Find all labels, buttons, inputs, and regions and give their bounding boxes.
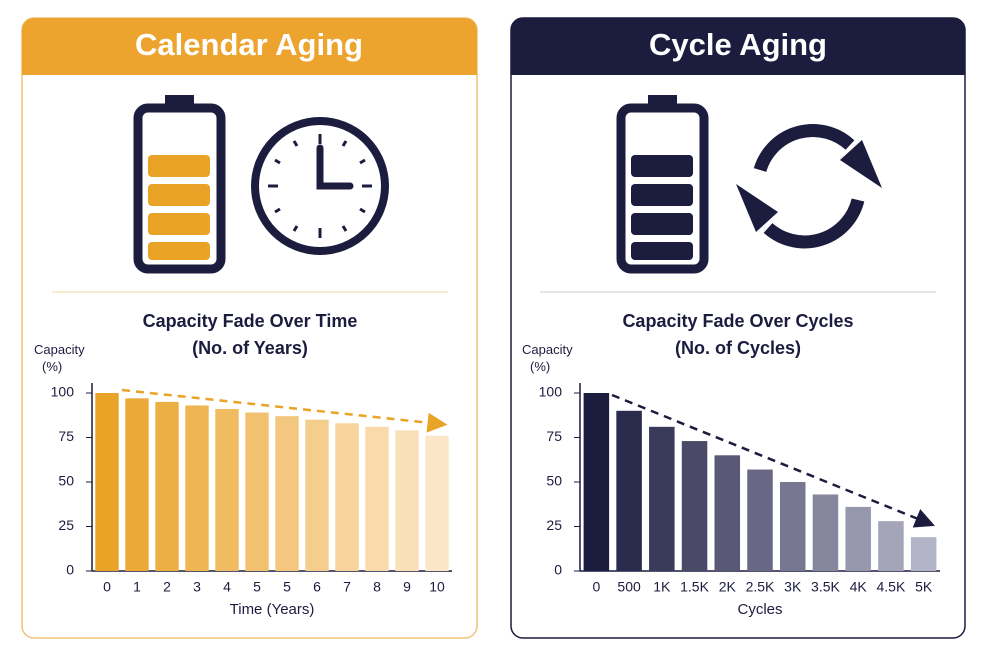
x-tick-label: 0 [103,579,111,595]
bar [305,419,329,571]
y-tick-label: 100 [539,384,563,400]
y-tick-label: 0 [554,562,562,578]
bar [878,521,904,571]
bar [215,409,239,571]
bar [616,410,642,571]
battery-icon [133,95,226,274]
x-tick-label: 8 [373,579,381,595]
chart-subtitle: (No. of Cycles) [675,338,801,358]
bar [185,405,209,571]
y-tick-label: 75 [58,428,74,444]
x-tick-label: 3 [193,579,201,595]
bar [275,416,299,571]
x-tick-label: 4 [223,579,231,595]
bar [583,393,610,571]
bar [335,423,359,571]
x-tick-label: 500 [617,579,641,595]
x-tick-label: 4.5K [877,579,906,595]
bar [812,494,839,571]
bar [155,401,179,571]
x-tick-label: 3.5K [811,579,840,595]
y-tick-label: 25 [546,517,562,533]
battery-icon [616,95,709,274]
panel-heading: Cycle Aging [649,27,827,62]
x-tick-label: 5 [253,579,261,595]
bar [747,469,773,571]
x-tick-label: 5 [283,579,291,595]
x-tick-label: 3K [784,579,802,595]
x-tick-label: 0 [592,579,600,595]
bar [245,412,269,571]
y-tick-label: 25 [58,517,74,533]
y-tick-label: 75 [546,428,562,444]
bar [910,537,937,571]
bar [845,506,871,571]
x-tick-label: 2K [719,579,737,595]
x-tick-label: 9 [403,579,411,595]
x-tick-label: 4K [850,579,868,595]
x-tick-label: 7 [343,579,351,595]
cycle-icon [736,123,882,249]
bar [714,455,741,571]
chart-subtitle: (No. of Years) [192,338,308,358]
y-tick-label: 0 [66,562,74,578]
chart-title: Capacity Fade Over Time [143,311,358,331]
bar [395,430,419,571]
clock-icon [251,117,389,255]
chart-title: Capacity Fade Over Cycles [622,311,853,331]
y-tick-label: 50 [546,473,562,489]
x-tick-label: 1K [653,579,671,595]
x-tick-label: 5K [915,579,933,595]
bar [125,398,149,571]
x-tick-label: 1 [133,579,141,595]
bar [681,441,708,571]
x-tick-label: 1.5K [680,579,709,595]
bar [95,393,119,571]
x-tick-label: 10 [429,579,445,595]
x-axis-label: Time (Years) [230,601,315,618]
y-tick-label: 100 [51,384,75,400]
trend-arrow [121,388,448,433]
y-axis-label: Capacity (%) [34,342,85,374]
y-tick-label: 50 [58,473,74,489]
y-axis-label: Capacity (%) [522,342,573,374]
bar [365,426,389,571]
x-axis-label: Cycles [737,601,782,618]
bar [425,435,449,571]
x-tick-label: 2.5K [746,579,775,595]
panel-heading: Calendar Aging [135,27,363,62]
x-tick-label: 6 [313,579,321,595]
x-tick-label: 2 [163,579,171,595]
bar [779,482,806,571]
trend-arrow [611,393,935,528]
bar [649,426,675,571]
